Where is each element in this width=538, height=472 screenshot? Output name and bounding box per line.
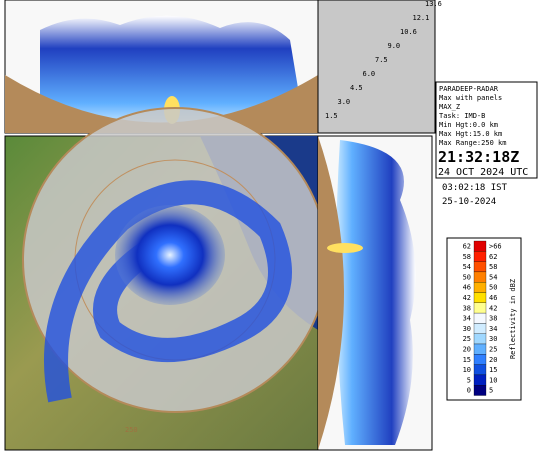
legend-swatch — [473, 271, 487, 283]
legend-swatch — [473, 312, 487, 324]
product: Max with panels — [439, 94, 502, 102]
height-label: 4.5 — [350, 84, 363, 92]
legend-from: 62 — [463, 243, 471, 251]
height-label: 7.5 — [375, 56, 388, 64]
height-label: 9.0 — [388, 42, 401, 50]
height-label: 13.6 — [425, 0, 442, 8]
legend-swatch — [473, 251, 487, 262]
legend-swatch — [473, 354, 487, 365]
time-utc: 21:32:18Z — [438, 148, 519, 166]
legend-swatch — [473, 333, 487, 345]
legend-to: 10 — [489, 376, 497, 384]
height-label: 12.1 — [413, 14, 430, 22]
legend-from: 0 — [467, 387, 471, 395]
right-ground — [318, 136, 344, 450]
legend-to: 46 — [489, 294, 497, 302]
legend-to: 34 — [489, 325, 497, 333]
legend-swatch — [473, 302, 487, 314]
legend-from: 10 — [463, 366, 471, 374]
top-echo — [40, 15, 300, 125]
right-core — [327, 243, 363, 253]
legend-to: >66 — [489, 243, 502, 251]
min-height: Min Hgt:0.0 km — [439, 121, 498, 129]
legend-from: 30 — [463, 325, 471, 333]
legend-to: 30 — [489, 335, 497, 343]
legend-from: 15 — [463, 356, 471, 364]
legend-from: 25 — [463, 335, 471, 343]
max-height: Max Hgt:15.0 km — [439, 130, 502, 138]
legend-to: 62 — [489, 253, 497, 261]
top-ground — [5, 75, 318, 133]
legend-from: 54 — [463, 263, 471, 271]
legend-from: 20 — [463, 346, 471, 354]
time-ist: 03:02:18 IST — [442, 183, 508, 193]
legend-swatch — [473, 292, 487, 303]
legend-swatch — [473, 343, 487, 355]
legend-from: 58 — [463, 253, 471, 261]
legend-title: Reflectivity in dBZ — [509, 279, 517, 359]
legend-from: 34 — [463, 315, 471, 323]
code: MAX_Z — [439, 103, 460, 111]
legend-to: 42 — [489, 304, 497, 312]
legend-to: 38 — [489, 315, 497, 323]
legend-to: 50 — [489, 284, 497, 292]
legend-from: 50 — [463, 273, 471, 281]
legend-swatch — [473, 385, 487, 396]
storm-core — [115, 205, 225, 305]
legend-to: 20 — [489, 356, 497, 364]
legend-to: 54 — [489, 273, 497, 281]
height-label: 3.0 — [338, 98, 351, 106]
range-label: 250 — [125, 426, 138, 434]
legend-swatch — [473, 374, 487, 386]
legend-from: 5 — [467, 376, 471, 384]
spiral-band — [44, 180, 292, 403]
date-utc: 24 OCT 2024 UTC — [438, 167, 528, 178]
task: Task: IMD-B — [439, 112, 485, 120]
right-echo — [336, 140, 416, 445]
legend-from: 46 — [463, 284, 471, 292]
height-label: 10.6 — [400, 28, 417, 36]
legend-to: 25 — [489, 346, 497, 354]
legend-swatch — [473, 282, 487, 293]
legend-from: 38 — [463, 304, 471, 312]
legend-from: 42 — [463, 294, 471, 302]
height-panel — [317, 0, 436, 134]
legend-swatch — [473, 323, 487, 334]
legend-swatch — [473, 240, 487, 252]
legend-to: 58 — [489, 263, 497, 271]
date-ist: 25-10-2024 — [442, 197, 496, 207]
height-label: 6.0 — [363, 70, 376, 78]
legend-swatch — [473, 261, 487, 273]
legend-swatch — [473, 364, 487, 376]
legend-to: 15 — [489, 366, 497, 374]
info-box — [435, 81, 538, 179]
max-range: Max Range:250 km — [439, 139, 506, 147]
height-label: 1.5 — [325, 112, 338, 120]
legend-to: 5 — [489, 387, 493, 395]
station: PARADEEP-RADAR — [439, 85, 499, 93]
